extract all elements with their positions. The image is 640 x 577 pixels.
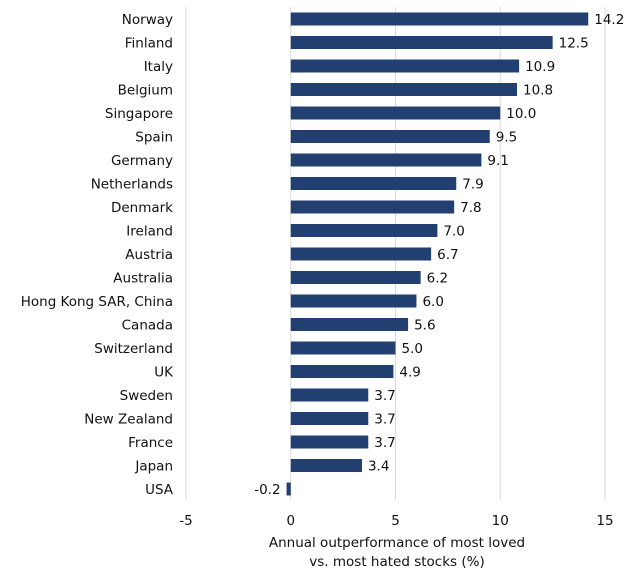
bar — [290, 318, 409, 331]
bar — [290, 412, 369, 425]
bar — [290, 83, 518, 96]
category-label: New Zealand — [84, 412, 173, 428]
value-labels: 14.2 12.510.9 10.8 10.0 9.5 9.17.9 7.8 7.0 6.7 6.… — [254, 12, 624, 498]
bar — [290, 36, 553, 49]
category-label: Canada — [122, 318, 173, 334]
value-label: 7.9 — [462, 177, 483, 193]
value-label: 3.7 — [374, 412, 395, 428]
bar — [290, 388, 369, 402]
x-axis-title-line-1: Annual outperformance of most loved — [269, 535, 525, 551]
bar — [290, 200, 455, 214]
x-tick-label: 15 — [596, 513, 613, 529]
bar — [290, 365, 394, 378]
bar — [290, 271, 421, 284]
category-label: Netherlands — [91, 177, 173, 193]
value-label: 9.1 — [487, 153, 508, 169]
category-label: Switzerland — [94, 341, 173, 357]
x-tick-label: 0 — [286, 513, 295, 529]
category-label: Norway — [122, 12, 173, 28]
bar — [290, 459, 362, 472]
category-label: Hong Kong SAR, China — [21, 294, 173, 310]
category-label: Austria — [125, 247, 173, 263]
bar — [290, 153, 482, 167]
category-label: Singapore — [105, 106, 173, 122]
bar — [290, 341, 396, 355]
value-label: 5.0 — [402, 341, 423, 357]
category-label: Italy — [144, 59, 173, 75]
bar — [290, 177, 457, 190]
value-label: 9.5 — [496, 130, 517, 146]
x-tick-label: 5 — [391, 513, 400, 529]
category-label: Ireland — [126, 224, 173, 240]
value-label: -0.2 — [254, 482, 280, 498]
bar — [286, 482, 291, 496]
x-tick-label: -5 — [179, 513, 192, 529]
value-label: 6.2 — [427, 271, 448, 287]
bars — [286, 12, 589, 496]
x-tick-labels: -5 0 5 10 15 — [179, 513, 613, 529]
value-label: 6.0 — [422, 294, 443, 310]
bar — [290, 12, 589, 26]
category-label: USA — [145, 482, 174, 498]
category-label: France — [128, 435, 173, 451]
bar — [290, 59, 520, 73]
bar — [290, 130, 490, 143]
category-label: UK — [154, 365, 174, 381]
category-label: Denmark — [111, 200, 173, 216]
category-label: Japan — [134, 459, 173, 475]
category-label: Spain — [135, 130, 173, 146]
bar — [290, 247, 432, 261]
value-label: 4.9 — [399, 365, 420, 381]
value-label: 7.0 — [443, 224, 464, 240]
value-label: 3.7 — [374, 435, 395, 451]
value-label: 6.7 — [437, 247, 458, 263]
category-label: Australia — [113, 271, 173, 287]
category-label: Germany — [111, 153, 173, 169]
category-label: Finland — [125, 36, 173, 52]
x-tick-label: 10 — [492, 513, 509, 529]
value-label: 3.7 — [374, 388, 395, 404]
bar — [290, 106, 501, 120]
category-label: Belgium — [118, 83, 173, 99]
value-label: 3.4 — [368, 459, 389, 475]
value-label: 10.8 — [523, 83, 553, 99]
category-labels: Norway Finland Italy Belgium Singapore Spain G… — [21, 12, 174, 498]
bar — [290, 294, 417, 308]
value-label: 7.8 — [460, 200, 481, 216]
x-axis-title-line-2: vs. most hated stocks (%) — [309, 554, 484, 570]
bar — [290, 224, 438, 237]
bar — [290, 435, 369, 449]
category-label: Sweden — [120, 388, 173, 404]
value-label: 14.2 — [594, 12, 624, 28]
value-label: 10.0 — [506, 106, 536, 122]
value-label: 10.9 — [525, 59, 555, 75]
value-label: 5.6 — [414, 318, 435, 334]
value-label: 12.5 — [559, 36, 589, 52]
